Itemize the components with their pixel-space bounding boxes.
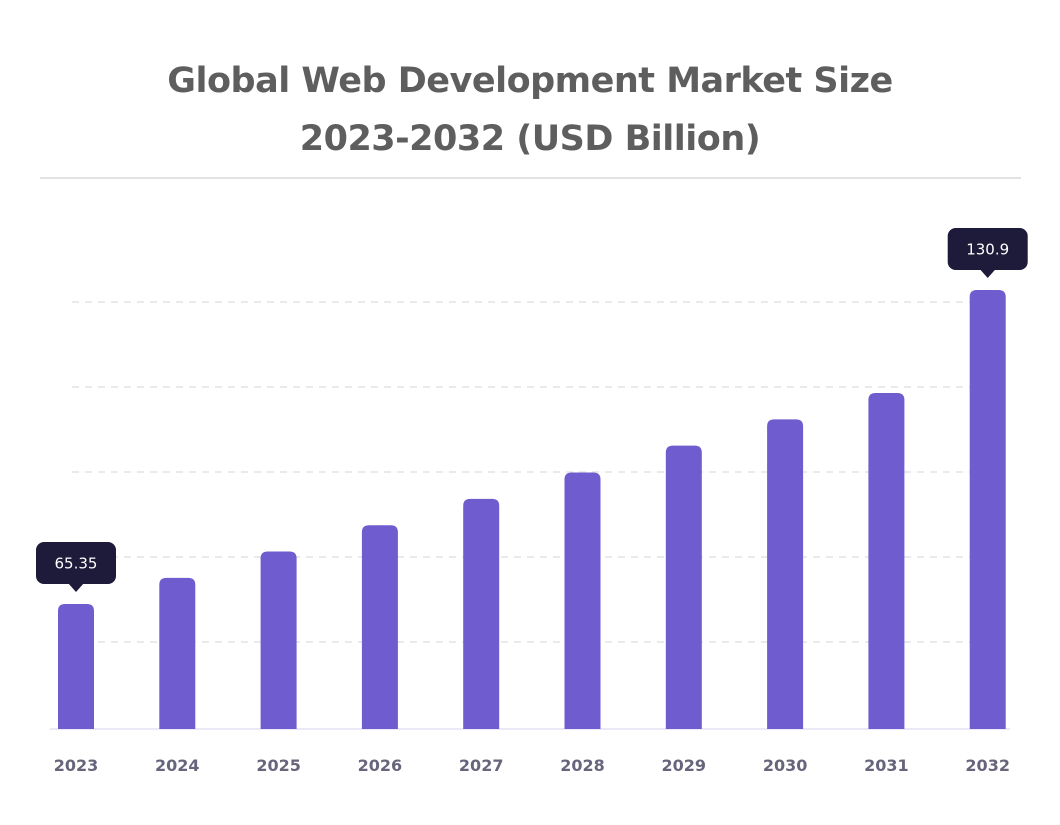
data-label-2032: 130.9: [947, 228, 1028, 278]
gridlines: [72, 301, 1004, 643]
x-axis-ticks: 2023 2024 2025 2026 2027 2028 2029 2030 2031 2032: [54, 756, 1010, 775]
bar-2027: [463, 498, 500, 729]
x-tick-label: 2031: [864, 756, 909, 775]
bars: [58, 290, 1006, 729]
chart-title-line-1: Global Web Development Market Size: [167, 61, 893, 101]
bar-2029: [665, 445, 702, 729]
x-tick-label: 2023: [54, 756, 99, 775]
x-tick-label: 2030: [763, 756, 808, 775]
bar-2025: [260, 551, 297, 729]
data-labels: 65.35 130.9: [36, 228, 1028, 592]
data-label-2023: 65.35: [36, 542, 116, 592]
bar-2030: [767, 419, 804, 729]
callout-value: 130.9: [966, 241, 1009, 259]
bar-2026: [361, 525, 398, 729]
x-tick-label: 2026: [358, 756, 403, 775]
callout-value: 65.35: [55, 555, 98, 573]
callout-box: [36, 542, 116, 584]
chart-title-line-2: 2023-2032 (USD Billion): [299, 119, 761, 159]
bar-2028: [564, 472, 601, 729]
x-tick-label: 2024: [155, 756, 200, 775]
bar-2024: [159, 577, 196, 729]
bar-2032: [969, 290, 1006, 729]
bar-2031: [868, 392, 905, 729]
bar-2023: [58, 604, 94, 729]
x-tick-label: 2025: [256, 756, 301, 775]
callout-pointer: [979, 269, 996, 278]
title-divider: [40, 177, 1021, 179]
x-tick-label: 2032: [965, 756, 1010, 775]
x-tick-label: 2027: [459, 756, 504, 775]
callout-box: [947, 228, 1028, 270]
x-tick-label: 2028: [560, 756, 605, 775]
x-tick-label: 2029: [662, 756, 707, 775]
chart-title: Global Web Development Market Size 2023-…: [0, 52, 1060, 168]
callout-pointer: [68, 583, 84, 592]
